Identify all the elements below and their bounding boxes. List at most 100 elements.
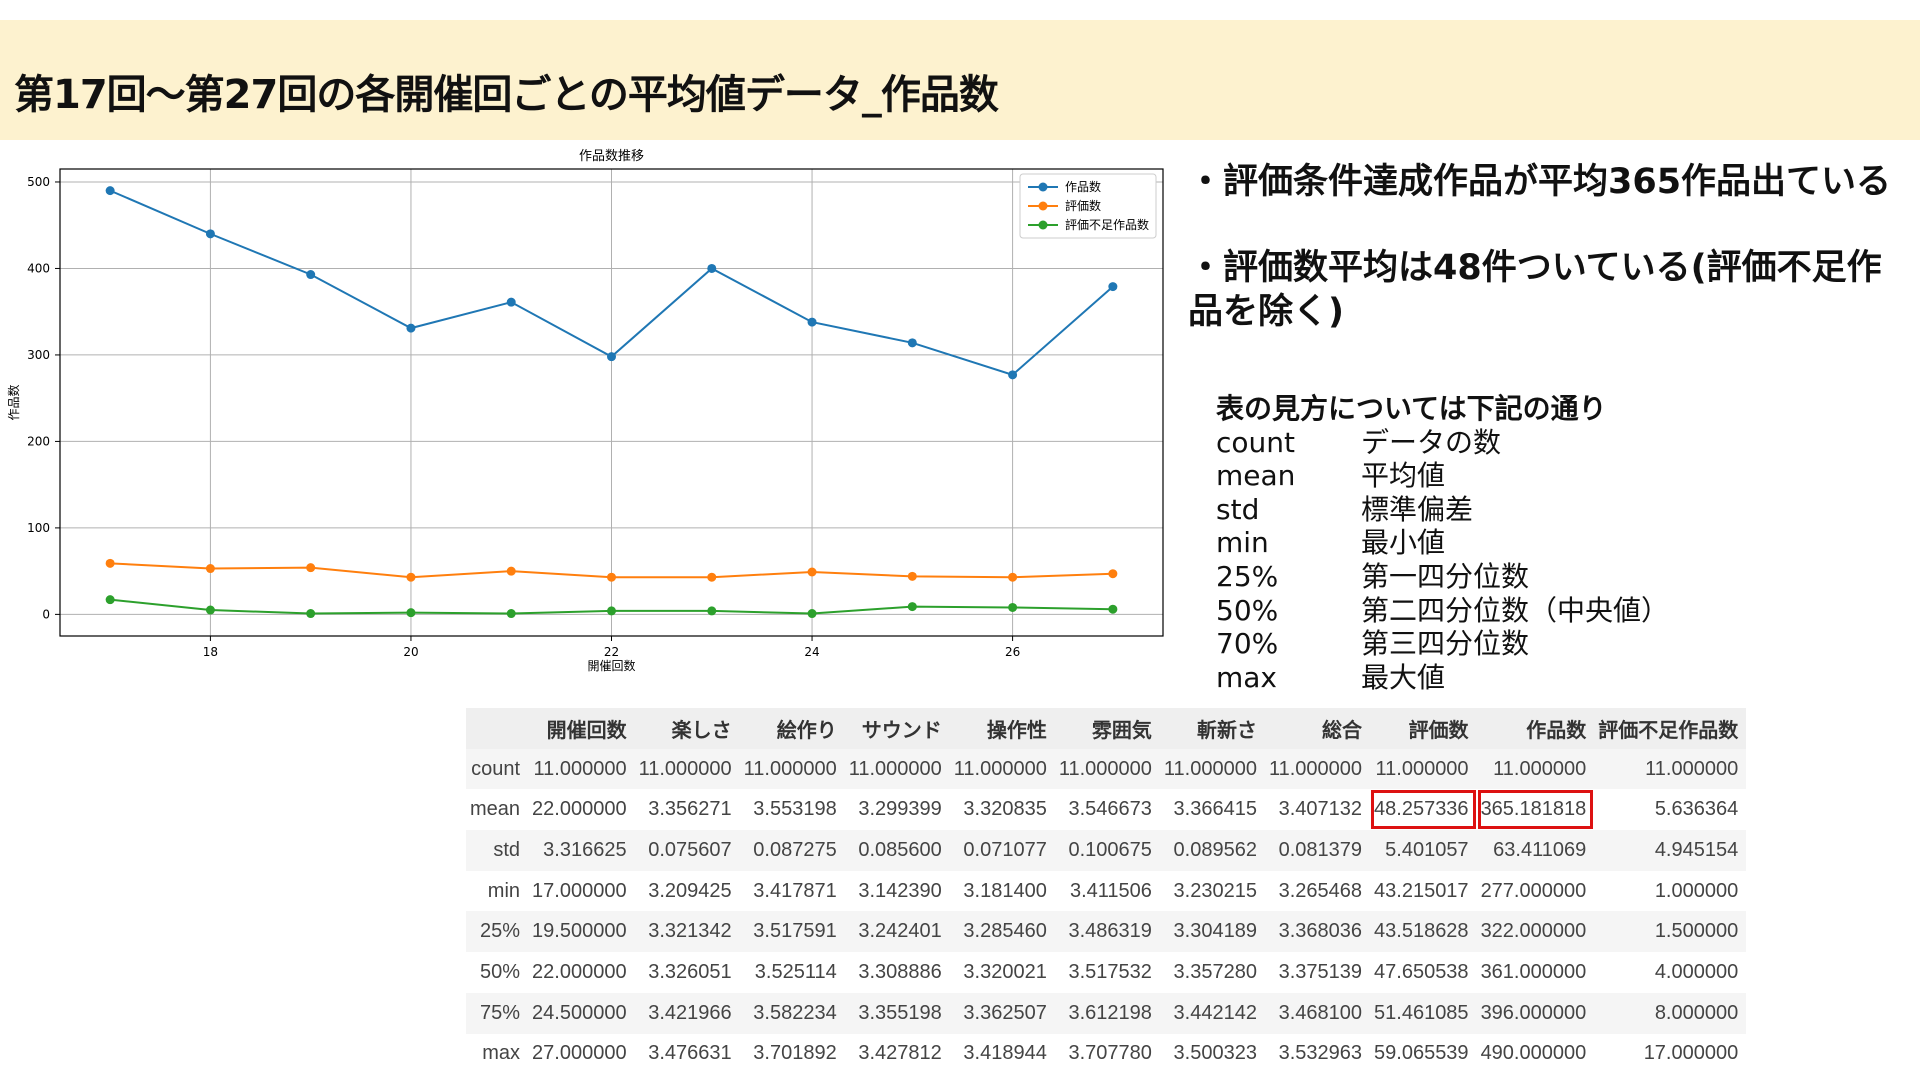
data-point bbox=[707, 572, 717, 582]
table-cell: 0.081379 bbox=[1264, 830, 1371, 871]
table-row: max 27.000000 3.476631 3.701892 3.427812 3.41… bbox=[466, 1034, 1746, 1075]
table-cell: 19.500000 bbox=[528, 911, 635, 953]
explanation-term: max bbox=[1216, 660, 1278, 694]
table-row: 25% 19.500000 3.321342 3.517591 3.242401 3.28… bbox=[466, 911, 1747, 953]
table-cell: 277.000000 bbox=[1480, 879, 1587, 902]
table-cell: 3.442142 bbox=[1159, 992, 1265, 1034]
explanation-desc: 第二四分位数（中央値） bbox=[1361, 593, 1670, 627]
table-row: mean 22.000000 3.356271 3.553198 3.299399 3.3… bbox=[466, 789, 1746, 830]
table-cell: 3.265468 bbox=[1278, 879, 1363, 902]
x-axis-label: 開催回数 bbox=[587, 658, 635, 673]
table-cell: 3.411506 bbox=[1069, 879, 1152, 902]
legend-swatch-marker bbox=[1038, 182, 1048, 192]
table-cell: 3.357280 bbox=[1173, 960, 1257, 983]
data-point bbox=[306, 609, 316, 619]
explanation-desc: 第三四分位数 bbox=[1361, 627, 1530, 661]
explanation-term: min bbox=[1216, 526, 1269, 560]
explanation-row: min 最小値 bbox=[1216, 526, 1669, 560]
table-cell: 43.215017 bbox=[1374, 879, 1469, 902]
y-tick-label: 100 bbox=[27, 521, 50, 535]
table-explanation: 表の見方については下記の通り count データの数 mean 平均値 std 標準偏… bbox=[1216, 392, 1669, 694]
y-axis-label: 作品数 bbox=[6, 384, 21, 420]
data-point bbox=[1108, 569, 1118, 579]
table-cell: 3.407132 bbox=[1278, 798, 1363, 821]
data-point bbox=[807, 317, 817, 327]
table-cell: 11.000000 bbox=[1370, 748, 1477, 790]
table-cell: 3.142390 bbox=[858, 879, 942, 902]
table-cell: 0.089562 bbox=[1159, 830, 1265, 871]
table-cell: 8.000000 bbox=[1594, 992, 1747, 1034]
bullet-average-ratings: ・評価数平均は48件ついている(評価不足作品を除く) bbox=[1188, 248, 1882, 332]
column-header: 評価不足作品数 bbox=[1594, 708, 1747, 749]
table-cell: 3.375139 bbox=[1278, 960, 1363, 983]
table-cell: 3.500323 bbox=[1173, 1042, 1257, 1065]
table-cell: 3.418944 bbox=[963, 1042, 1047, 1065]
column-header: 操作性 bbox=[949, 708, 1055, 749]
row-label: mean bbox=[470, 798, 521, 821]
table-row: count 11.000000 11.000000 11.000000 11.00000… bbox=[466, 748, 1747, 790]
table-cell: 3.326051 bbox=[648, 960, 732, 983]
table-cell: 63.411069 bbox=[1476, 830, 1595, 871]
page-title: 第17回〜第27回の各開催回ごとの平均値データ_作品数 bbox=[14, 72, 999, 118]
table-cell: 3.546673 bbox=[1068, 798, 1152, 821]
table-row: 50% 22.000000 3.326051 3.525114 3.308886 3.32… bbox=[466, 952, 1746, 993]
data-point bbox=[907, 338, 917, 348]
table-cell: 3.316625 bbox=[528, 830, 635, 871]
table-cell: 11.000000 bbox=[1264, 748, 1371, 790]
legend-box bbox=[1019, 173, 1157, 239]
table-cell: 0.100675 bbox=[1054, 830, 1160, 871]
y-tick-label: 400 bbox=[27, 261, 50, 275]
explanation-desc: データの数 bbox=[1361, 425, 1502, 459]
column-header bbox=[466, 708, 529, 749]
table-cell: 11.000000 bbox=[634, 748, 740, 790]
table-cell: 3.320835 bbox=[963, 798, 1047, 821]
table-cell: 361.000000 bbox=[1480, 960, 1587, 983]
table-cell: 22.000000 bbox=[532, 798, 627, 821]
table-cell: 43.518628 bbox=[1370, 911, 1477, 953]
explanation-desc: 最大値 bbox=[1361, 660, 1446, 694]
table-cell: 3.612198 bbox=[1054, 992, 1160, 1034]
table-row: std 3.316625 0.075607 0.087275 0.085600 0.071… bbox=[466, 830, 1747, 871]
table-cell: 365.181818 bbox=[1477, 789, 1595, 830]
data-point bbox=[607, 606, 616, 616]
table-cell: 4.000000 bbox=[1654, 960, 1739, 983]
data-point bbox=[306, 270, 316, 280]
table-cell: 3.181400 bbox=[963, 879, 1047, 902]
explanation-term: 70% bbox=[1216, 627, 1279, 661]
table-cell: 3.230215 bbox=[1173, 879, 1257, 902]
line-chart: 18 20 22 24 260100200300400500作品数推移開催回数作品数作品… bbox=[6, 149, 1164, 673]
table-cell: 3.304189 bbox=[1159, 911, 1265, 953]
statistics-table: 開催回数 楽しさ 絵作り サウンド 操作性 雰囲気 斬新さ 総合 評価数 作品数 評価不足作品数 co… bbox=[466, 708, 1747, 1075]
table-cell: 17.000000 bbox=[532, 879, 627, 902]
row-label: 50% bbox=[480, 960, 521, 983]
table-cell: 17.000000 bbox=[1643, 1042, 1739, 1065]
row-label: min bbox=[487, 879, 521, 902]
table-cell: 3.427812 bbox=[858, 1042, 942, 1065]
table-cell: 48.257336 bbox=[1370, 789, 1477, 830]
table-cell: 3.368036 bbox=[1264, 911, 1371, 953]
x-tick-label: 18 bbox=[203, 645, 218, 659]
data-point bbox=[105, 595, 115, 605]
explanation-term: mean bbox=[1216, 459, 1296, 493]
table-cell: 3.421966 bbox=[634, 992, 740, 1034]
table-cell: 11.000000 bbox=[1594, 748, 1747, 790]
data-point bbox=[506, 297, 516, 307]
data-point bbox=[105, 186, 115, 196]
explanation-row: 70% 第三四分位数 bbox=[1216, 627, 1669, 661]
column-header: 斬新さ bbox=[1159, 708, 1265, 749]
table-cell: 3.321342 bbox=[634, 911, 740, 953]
y-tick-label: 0 bbox=[42, 607, 50, 621]
summary-bullets: ・評価条件達成作品が平均365作品出ている ・評価数平均は48件ついている(評価… bbox=[1188, 160, 1908, 376]
table-cell: 0.085600 bbox=[844, 830, 950, 871]
table-cell: 59.065539 bbox=[1374, 1042, 1469, 1065]
table-cell: 1.500000 bbox=[1594, 911, 1747, 953]
data-point bbox=[1108, 604, 1118, 614]
row-label: 25% bbox=[466, 911, 529, 953]
title-bar: 第17回〜第27回の各開催回ごとの平均値データ_作品数 bbox=[0, 20, 1920, 140]
table-cell: 3.701892 bbox=[753, 1042, 837, 1065]
table-cell: 322.000000 bbox=[1476, 911, 1595, 953]
table-cell: 3.299399 bbox=[858, 798, 942, 821]
table-cell: 22.000000 bbox=[532, 960, 627, 983]
x-tick-label: 22 bbox=[604, 645, 619, 659]
explanation-row: 50% 第二四分位数（中央値） bbox=[1216, 594, 1669, 628]
